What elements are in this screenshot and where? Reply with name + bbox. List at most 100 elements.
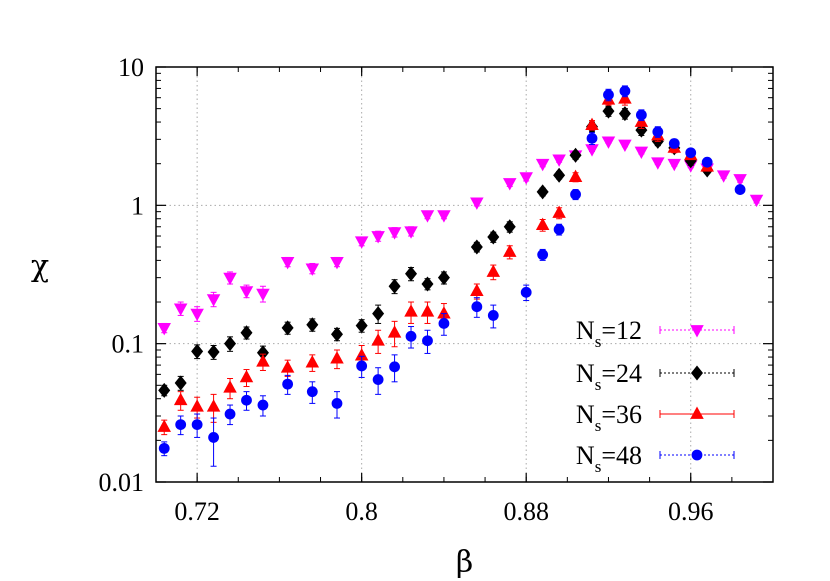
marker-diamond [355, 318, 368, 334]
legend-label: Ns=12 [576, 316, 642, 351]
series-ns12 [157, 136, 764, 336]
series-ns48 [158, 85, 746, 467]
marker-triangle-up [404, 304, 418, 317]
marker-triangle-down [387, 227, 402, 240]
x-tick-label: 0.8 [345, 497, 378, 526]
marker-triangle-down [535, 158, 550, 172]
marker-triangle-down [437, 210, 451, 223]
marker-triangle-up [330, 351, 344, 364]
marker-triangle-down [634, 146, 649, 159]
marker-circle [691, 449, 703, 461]
legend-label: Ns=36 [576, 400, 642, 435]
marker-diamond [191, 343, 204, 359]
marker-circle [438, 318, 450, 329]
marker-triangle-down [404, 226, 418, 239]
marker-diamond [487, 229, 500, 245]
marker-circle [282, 378, 294, 390]
marker-triangle-up [280, 360, 295, 373]
marker-diamond [421, 276, 434, 292]
marker-diamond [330, 326, 343, 342]
marker-triangle-down [371, 231, 385, 244]
marker-triangle-down [502, 178, 517, 191]
marker-circle [405, 330, 417, 342]
legend: Ns=12 Ns=24 Ns=36 Ns=48 [576, 316, 735, 476]
marker-circle [734, 184, 746, 195]
y-tick-label: 10 [118, 53, 144, 82]
marker-triangle-up [690, 406, 704, 419]
marker-triangle-down [690, 325, 704, 338]
marker-triangle-up [552, 205, 566, 218]
marker-triangle-up [486, 264, 501, 277]
marker-triangle-up [256, 354, 270, 367]
marker-diamond [602, 103, 615, 119]
marker-triangle-up [387, 325, 402, 338]
marker-triangle-down [667, 158, 682, 172]
marker-circle [685, 147, 697, 159]
marker-diamond [569, 147, 582, 163]
y-axis-label: χ [31, 249, 49, 284]
marker-diamond [281, 320, 294, 336]
marker-circle [158, 442, 170, 454]
marker-circle [241, 394, 252, 406]
plot-area [157, 85, 764, 467]
marker-triangle-down [651, 157, 665, 170]
marker-diamond [207, 344, 220, 360]
marker-diamond [536, 184, 549, 200]
marker-diamond [503, 219, 516, 235]
marker-diamond [256, 345, 269, 361]
marker-triangle-up [305, 355, 320, 368]
marker-triangle-down [420, 210, 435, 223]
marker-triangle-down [206, 294, 221, 307]
marker-diamond [372, 306, 385, 322]
marker-triangle-up [618, 91, 632, 104]
marker-circle [257, 399, 269, 411]
legend-label: Ns=48 [576, 441, 642, 476]
marker-triangle-down [280, 257, 295, 270]
marker-circle [520, 286, 532, 298]
marker-circle [619, 85, 631, 97]
x-tick-label: 0.96 [668, 497, 714, 526]
marker-triangle-down [733, 174, 747, 187]
marker-triangle-up [239, 369, 254, 383]
y-tick-label: 0.1 [112, 330, 145, 359]
marker-triangle-down [239, 286, 254, 299]
marker-triangle-down [190, 308, 204, 322]
marker-diamond [470, 239, 483, 255]
marker-circle [191, 419, 203, 430]
marker-triangle-up [173, 392, 188, 406]
marker-diamond [158, 382, 171, 398]
marker-diamond [388, 278, 401, 294]
marker-circle [422, 335, 433, 347]
marker-circle [553, 223, 565, 235]
marker-triangle-down [256, 288, 270, 302]
marker-triangle-down [305, 263, 320, 276]
marker-circle [652, 126, 664, 138]
marker-triangle-down [330, 257, 344, 270]
marker-triangle-up [157, 419, 171, 432]
marker-triangle-down [354, 236, 369, 249]
y-tick-label: 1 [131, 191, 144, 220]
marker-triangle-up [502, 244, 517, 257]
series-ns24 [158, 103, 714, 398]
marker-circle [471, 301, 483, 313]
marker-triangle-down [519, 172, 533, 185]
marker-triangle-down [157, 323, 171, 336]
marker-diamond [405, 266, 418, 282]
y-tick-label: 0.01 [99, 468, 145, 497]
legend-label: Ns=24 [576, 359, 642, 394]
marker-triangle-down [173, 303, 188, 316]
marker-triangle-up [585, 117, 599, 131]
marker-triangle-up [420, 304, 435, 317]
marker-circle [356, 360, 368, 372]
marker-diamond [224, 336, 237, 352]
marker-triangle-up [206, 399, 221, 412]
marker-triangle-down [601, 136, 616, 149]
marker-circle [372, 374, 384, 385]
marker-circle [586, 132, 598, 144]
marker-circle [635, 109, 647, 121]
marker-triangle-down [470, 197, 484, 210]
marker-diamond [240, 325, 253, 341]
axis-ticks: 0.72 0.8 0.88 0.96 0.01 0.1 1 10 [99, 53, 774, 526]
